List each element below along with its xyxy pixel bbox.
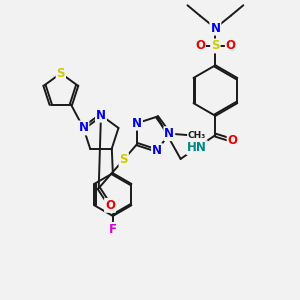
- Text: CH₃: CH₃: [188, 130, 206, 140]
- Text: F: F: [109, 223, 117, 236]
- Text: N: N: [78, 122, 88, 134]
- Text: N: N: [164, 127, 174, 140]
- Text: N: N: [152, 144, 162, 157]
- Text: S: S: [57, 67, 65, 80]
- Text: N: N: [132, 117, 142, 130]
- Text: HN: HN: [187, 141, 207, 154]
- Text: S: S: [211, 40, 220, 52]
- Text: O: O: [228, 134, 238, 147]
- Text: O: O: [226, 40, 236, 52]
- Text: O: O: [195, 40, 205, 52]
- Text: N: N: [210, 22, 220, 34]
- Text: S: S: [119, 153, 128, 166]
- Text: O: O: [105, 199, 115, 212]
- Text: N: N: [96, 109, 106, 122]
